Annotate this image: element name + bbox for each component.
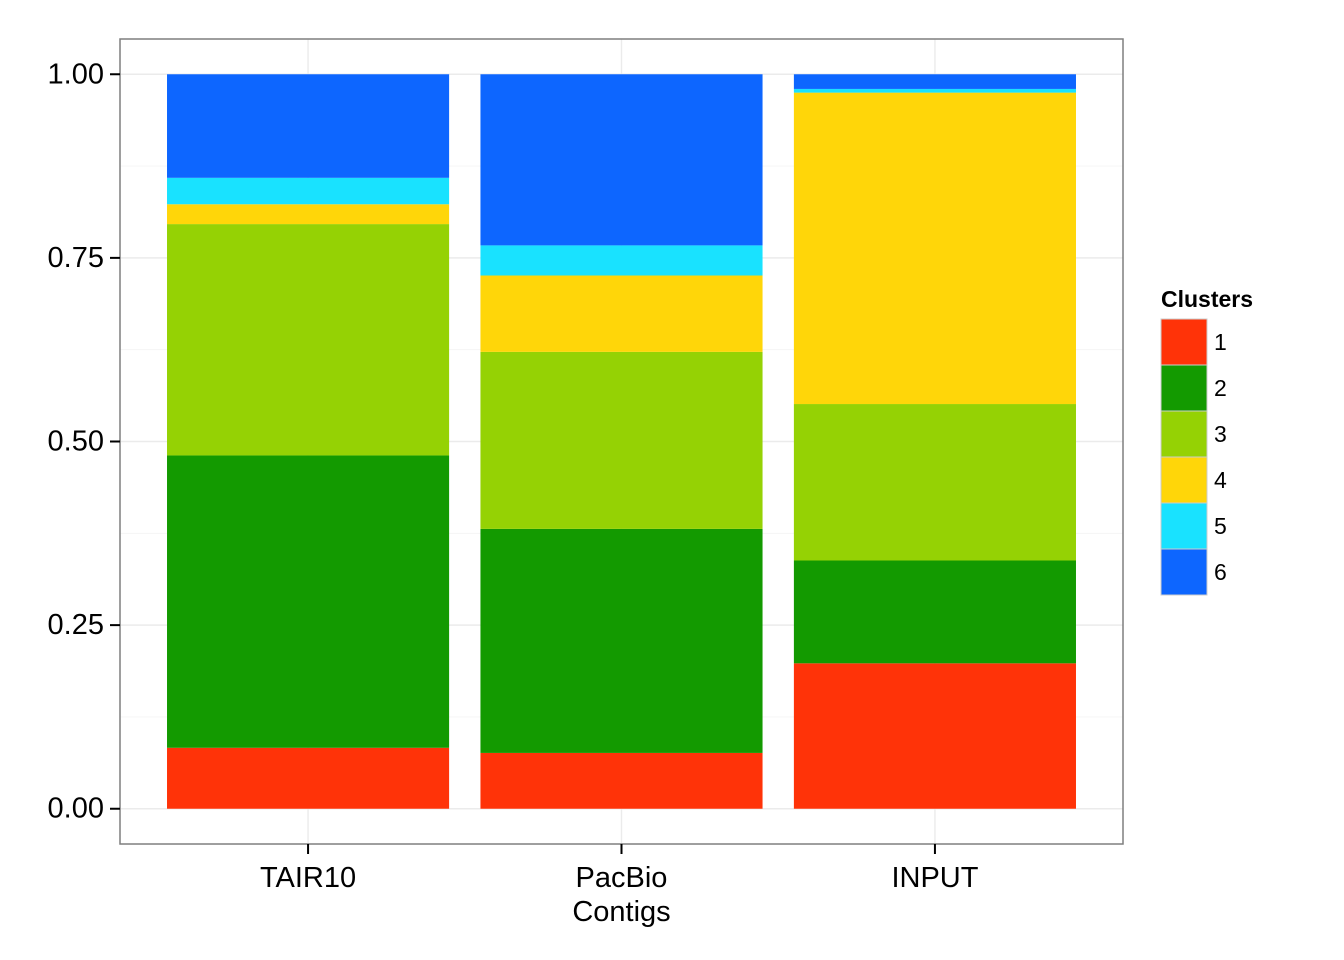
x-tick-label: TAIR10 (260, 862, 356, 894)
legend-key-3 (1160, 410, 1208, 458)
bar-segment-cluster-5 (793, 88, 1076, 93)
x-tick-label-line: PacBio (576, 862, 668, 894)
y-tick-label: 0.75 (48, 242, 104, 274)
y-tick-label: 0.00 (48, 793, 104, 825)
y-tick-label: 0.25 (48, 609, 104, 641)
y-tick-label: 0.50 (48, 426, 104, 458)
bar-segment-cluster-5 (167, 177, 450, 205)
bar-segment-cluster-3 (793, 404, 1076, 561)
x-tick-label-line: Contigs (572, 896, 670, 928)
bar-segment-cluster-2 (480, 528, 763, 753)
legend-key-2 (1160, 364, 1208, 412)
legend-key-5 (1160, 502, 1208, 550)
bar-segment-cluster-6 (480, 74, 763, 246)
y-tick-label: 1.00 (48, 58, 104, 90)
y-axis: 0.00 0.25 0.50 0.75 1.00 (48, 58, 120, 825)
bar-segment-cluster-2 (793, 560, 1076, 664)
x-tick-label-line: TAIR10 (260, 862, 356, 894)
bar-segment-cluster-1 (793, 663, 1076, 809)
legend-label: 3 (1214, 421, 1227, 447)
legend-label: 6 (1214, 559, 1227, 585)
legend-key-1 (1160, 318, 1208, 366)
legend: Clusters 1 2 3 4 5 6 (1160, 286, 1253, 596)
bar-segment-cluster-2 (167, 455, 450, 748)
x-tick-label: PacBio Contigs (572, 862, 670, 928)
bar-segment-cluster-3 (480, 351, 763, 529)
legend-label: 5 (1214, 513, 1227, 539)
legend-label: 1 (1214, 329, 1227, 355)
legend-label: 4 (1214, 467, 1227, 493)
bar-segment-cluster-6 (793, 74, 1076, 89)
legend-label: 2 (1214, 375, 1227, 401)
legend-key-6 (1160, 548, 1208, 596)
x-tick-label-line: INPUT (891, 862, 978, 894)
bar-segment-cluster-5 (480, 245, 763, 276)
legend-key-4 (1160, 456, 1208, 504)
x-tick-label: INPUT (891, 862, 978, 894)
bar-segment-cluster-1 (480, 752, 763, 809)
bar-segment-cluster-1 (167, 747, 450, 809)
legend-title: Clusters (1161, 286, 1253, 312)
bar-segment-cluster-4 (167, 204, 450, 225)
bar-segment-cluster-3 (167, 224, 450, 456)
bar-segment-cluster-4 (480, 275, 763, 352)
x-axis: TAIR10 PacBio Contigs INPUT (260, 844, 979, 928)
bar-segment-cluster-6 (167, 74, 450, 178)
bars (167, 74, 1076, 809)
bar-segment-cluster-4 (793, 92, 1076, 405)
